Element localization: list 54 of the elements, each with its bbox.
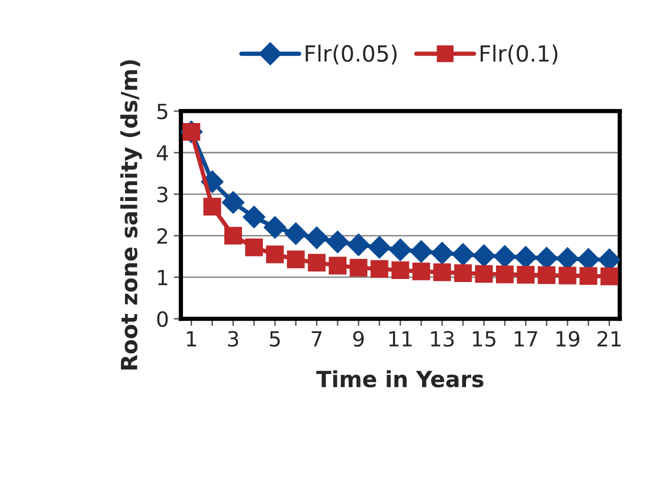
- point: [454, 264, 472, 282]
- point: [412, 262, 430, 280]
- y-tick-label: 2: [157, 228, 168, 244]
- point: [389, 238, 412, 262]
- point: [203, 198, 222, 216]
- point: [433, 263, 451, 282]
- point: [370, 260, 388, 278]
- y-tick-label: 5: [157, 104, 168, 120]
- point: [286, 250, 305, 268]
- y-tick-label: 1: [158, 270, 168, 286]
- point: [516, 266, 535, 284]
- point: [580, 267, 598, 285]
- legend-label: Flr(0.1): [480, 44, 558, 64]
- point: [472, 244, 496, 267]
- x-tick-label: 11: [389, 331, 412, 346]
- point: [600, 268, 618, 286]
- point: [328, 256, 346, 274]
- point: [264, 216, 286, 239]
- point: [222, 191, 244, 214]
- point: [224, 226, 242, 245]
- point: [266, 246, 284, 264]
- legend-label: Flr(0.05): [306, 44, 397, 64]
- point: [284, 222, 308, 245]
- point: [245, 238, 263, 256]
- point: [430, 242, 454, 264]
- point: [308, 254, 326, 272]
- point: [496, 265, 514, 284]
- point: [475, 265, 493, 283]
- x-tick-label: 5: [270, 331, 280, 347]
- point: [558, 266, 576, 284]
- y-axis-title: Root zone salinity (ds/m): [120, 60, 142, 370]
- y-tick-label: 0: [157, 311, 168, 327]
- point: [538, 266, 556, 284]
- y-tick-label: 3: [157, 186, 168, 202]
- point: [350, 258, 368, 277]
- x-tick-label: 17: [514, 331, 538, 346]
- point: [368, 236, 391, 259]
- point: [391, 261, 410, 280]
- point: [305, 226, 328, 250]
- point: [452, 243, 474, 266]
- x-tick-label: 15: [472, 331, 496, 347]
- point: [242, 206, 266, 228]
- x-axis-title: Time in Years: [316, 370, 484, 388]
- x-tick-label: 19: [556, 330, 580, 347]
- x-tick-label: 21: [598, 330, 621, 346]
- point: [347, 234, 370, 256]
- x-tick-label: 13: [431, 330, 454, 347]
- x-tick-label: 9: [353, 330, 364, 347]
- point: [410, 240, 433, 263]
- x-tick-label: 7: [312, 331, 322, 346]
- x-tick-label: 1: [187, 331, 196, 346]
- x-tick-label: 3: [228, 330, 238, 347]
- y-tick-label: 4: [156, 145, 168, 161]
- point: [326, 230, 349, 254]
